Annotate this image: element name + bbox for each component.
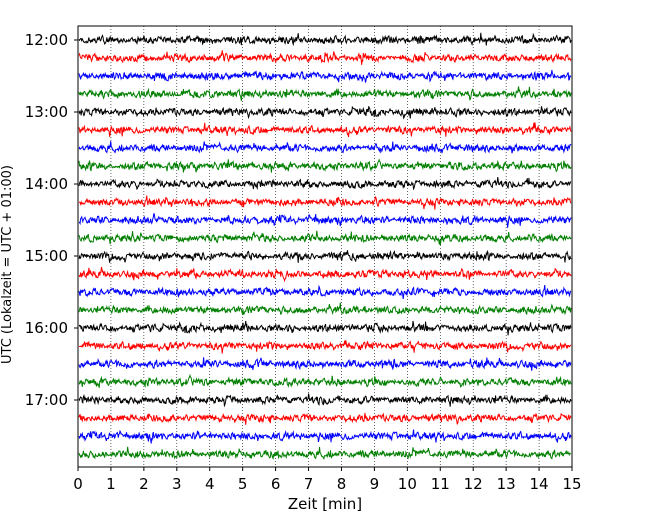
trace-9 — [78, 195, 572, 210]
x-tick-label-4: 4 — [205, 475, 215, 493]
trace-23 — [78, 446, 572, 460]
trace-5 — [78, 122, 572, 138]
x-tick-label-6: 6 — [271, 475, 281, 493]
x-tick-label-9: 9 — [370, 475, 380, 493]
x-tick-label-0: 0 — [73, 475, 83, 493]
trace-6 — [78, 141, 572, 154]
x-tick-label-11: 11 — [431, 475, 450, 493]
x-tick-label-5: 5 — [238, 475, 248, 493]
trace-12 — [78, 249, 572, 263]
trace-1 — [78, 50, 572, 65]
x-tick-label-3: 3 — [172, 475, 182, 493]
x-tick-label-7: 7 — [304, 475, 314, 493]
y-tick-label-0: 12:00 — [25, 31, 68, 49]
y-tick-label-3: 15:00 — [25, 247, 68, 265]
trace-8 — [78, 177, 571, 191]
x-tick-label-1: 1 — [106, 475, 116, 493]
x-tick-label-10: 10 — [398, 475, 417, 493]
x-tick-label-12: 12 — [464, 475, 483, 493]
trace-0 — [78, 32, 572, 47]
trace-4 — [78, 105, 572, 120]
y-axis-ticks: 12:00 13:00 14:00 15:00 16:00 17:00 — [25, 31, 78, 409]
x-tick-label-2: 2 — [139, 475, 149, 493]
y-tick-label-1: 13:00 — [25, 103, 68, 121]
plot-frame — [77, 25, 573, 468]
trace-13 — [78, 266, 572, 283]
y-tick-label-2: 14:00 — [25, 175, 68, 193]
x-tick-label-13: 13 — [497, 475, 516, 493]
trace-3 — [78, 86, 572, 101]
trace-18 — [78, 357, 572, 371]
x-axis-ticks: 0 1 2 3 4 5 6 7 8 9 10 11 12 13 14 15 — [73, 467, 582, 493]
seismic-traces — [78, 32, 572, 460]
trace-11 — [78, 230, 572, 245]
x-tick-label-8: 8 — [337, 475, 347, 493]
trace-10 — [78, 213, 572, 228]
trace-16 — [78, 320, 572, 336]
x-axis-label: Zeit [min] — [288, 495, 362, 513]
y-axis-label: UTC (Lokalzeit = UTC + 01:00) — [0, 165, 15, 364]
trace-22 — [78, 429, 572, 444]
x-tick-label-15: 15 — [562, 475, 581, 493]
trace-14 — [78, 284, 572, 299]
y-tick-label-4: 16:00 — [25, 319, 68, 337]
trace-20 — [78, 393, 572, 408]
trace-19 — [78, 373, 572, 388]
trace-2 — [78, 69, 572, 83]
y-tick-label-5: 17:00 — [25, 391, 68, 409]
trace-17 — [78, 340, 572, 354]
x-tick-label-14: 14 — [530, 475, 549, 493]
trace-21 — [78, 412, 572, 425]
trace-15 — [78, 302, 572, 316]
trace-7 — [78, 158, 572, 173]
